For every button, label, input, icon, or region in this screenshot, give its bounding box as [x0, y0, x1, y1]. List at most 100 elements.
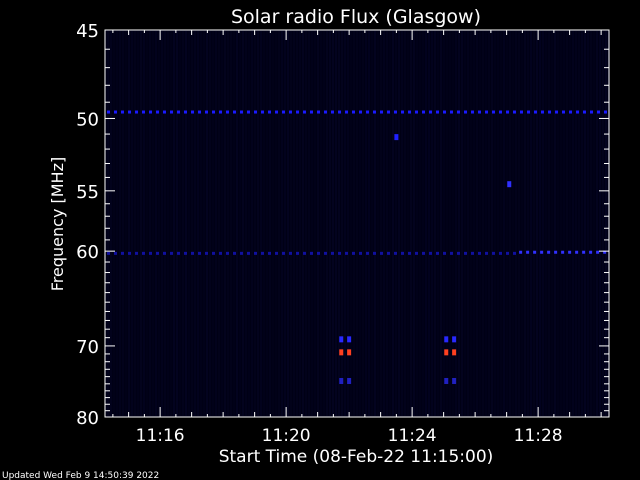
noise-streak	[371, 31, 373, 416]
noise-streak	[563, 31, 565, 416]
noise-streak	[521, 31, 523, 416]
band-segment	[303, 110, 306, 114]
noise-streak	[581, 31, 583, 416]
noise-streak	[602, 31, 604, 416]
noise-streak	[296, 31, 298, 416]
x-tick-label: 11:20	[262, 426, 311, 446]
noise-streak	[413, 31, 415, 416]
noise-streak	[587, 31, 589, 416]
noise-streak	[215, 31, 217, 416]
band-segment	[240, 251, 243, 255]
noise-streak	[317, 31, 319, 416]
band-segment	[254, 110, 257, 114]
noise-streak	[596, 31, 598, 416]
frequency-band	[519, 250, 607, 254]
noise-streak	[329, 31, 331, 416]
band-segment	[519, 250, 523, 254]
band-segment	[345, 110, 348, 114]
noise-streak	[572, 31, 574, 416]
band-segment	[548, 110, 551, 114]
band-segment	[345, 251, 348, 255]
noise-streak	[338, 31, 340, 416]
noise-streak	[239, 31, 241, 416]
band-segment	[485, 110, 488, 114]
band-segment	[485, 251, 488, 255]
noise-streak	[200, 31, 202, 416]
noise-streak	[389, 31, 391, 416]
noise-streak	[260, 31, 262, 416]
noise-streak	[536, 31, 538, 416]
y-tick-label: 60	[76, 242, 99, 263]
noise-streak	[443, 31, 445, 416]
band-segment	[198, 110, 201, 114]
band-segment	[107, 251, 110, 255]
noise-streak	[344, 31, 346, 416]
noise-streak	[497, 31, 499, 416]
y-tick-label: 80	[76, 408, 99, 429]
band-segment	[520, 110, 523, 114]
band-segment	[373, 251, 376, 255]
band-segment	[184, 110, 187, 114]
band-segment	[128, 251, 131, 255]
noise-streak	[356, 31, 358, 416]
chart-title: Solar radio Flux (Glasgow)	[231, 6, 481, 28]
noise-streak	[311, 31, 313, 416]
noise-streak	[416, 31, 418, 416]
band-segment	[198, 251, 201, 255]
band-segment	[464, 251, 467, 255]
noise-streak	[251, 31, 253, 416]
band-segment	[506, 110, 509, 114]
band-segment	[310, 251, 313, 255]
noise-streak	[221, 31, 223, 416]
noise-streak	[137, 31, 139, 416]
noise-streak	[119, 31, 121, 416]
noise-streak	[539, 31, 541, 416]
noise-streak	[155, 31, 157, 416]
noise-streak	[116, 31, 118, 416]
noise-streak	[428, 31, 430, 416]
band-segment	[408, 251, 411, 255]
noise-streak	[143, 31, 145, 416]
band-segment	[296, 251, 299, 255]
band-segment	[366, 110, 369, 114]
noise-streak	[140, 31, 142, 416]
band-segment	[142, 110, 145, 114]
band-segment	[282, 251, 285, 255]
noise-streak	[290, 31, 292, 416]
noise-streak	[179, 31, 181, 416]
band-segment	[338, 110, 341, 114]
emission-spot	[444, 336, 449, 343]
band-segment	[596, 250, 600, 254]
noise-streak	[107, 31, 109, 416]
noise-streak	[326, 31, 328, 416]
band-segment	[205, 251, 208, 255]
noise-streak	[551, 31, 553, 416]
band-segment	[135, 251, 138, 255]
noise-streak	[167, 31, 169, 416]
noise-streak	[425, 31, 427, 416]
noise-streak	[272, 31, 274, 416]
noise-streak	[518, 31, 520, 416]
band-segment	[506, 251, 509, 255]
band-segment	[457, 110, 460, 114]
band-segment	[603, 250, 607, 254]
noise-streak	[134, 31, 136, 416]
band-segment	[547, 250, 551, 254]
noise-streak	[323, 31, 325, 416]
band-segment	[450, 110, 453, 114]
band-segment	[254, 251, 257, 255]
band-segment	[380, 110, 383, 114]
band-segment	[436, 110, 439, 114]
noise-streak	[212, 31, 214, 416]
noise-streak	[305, 31, 307, 416]
noise-streak	[566, 31, 568, 416]
noise-streak	[494, 31, 496, 416]
band-segment	[478, 251, 481, 255]
noise-streak	[257, 31, 259, 416]
band-segment	[128, 110, 131, 114]
noise-streak	[569, 31, 571, 416]
noise-streak	[482, 31, 484, 416]
noise-streak	[386, 31, 388, 416]
noise-streak	[197, 31, 199, 416]
band-segment	[380, 251, 383, 255]
